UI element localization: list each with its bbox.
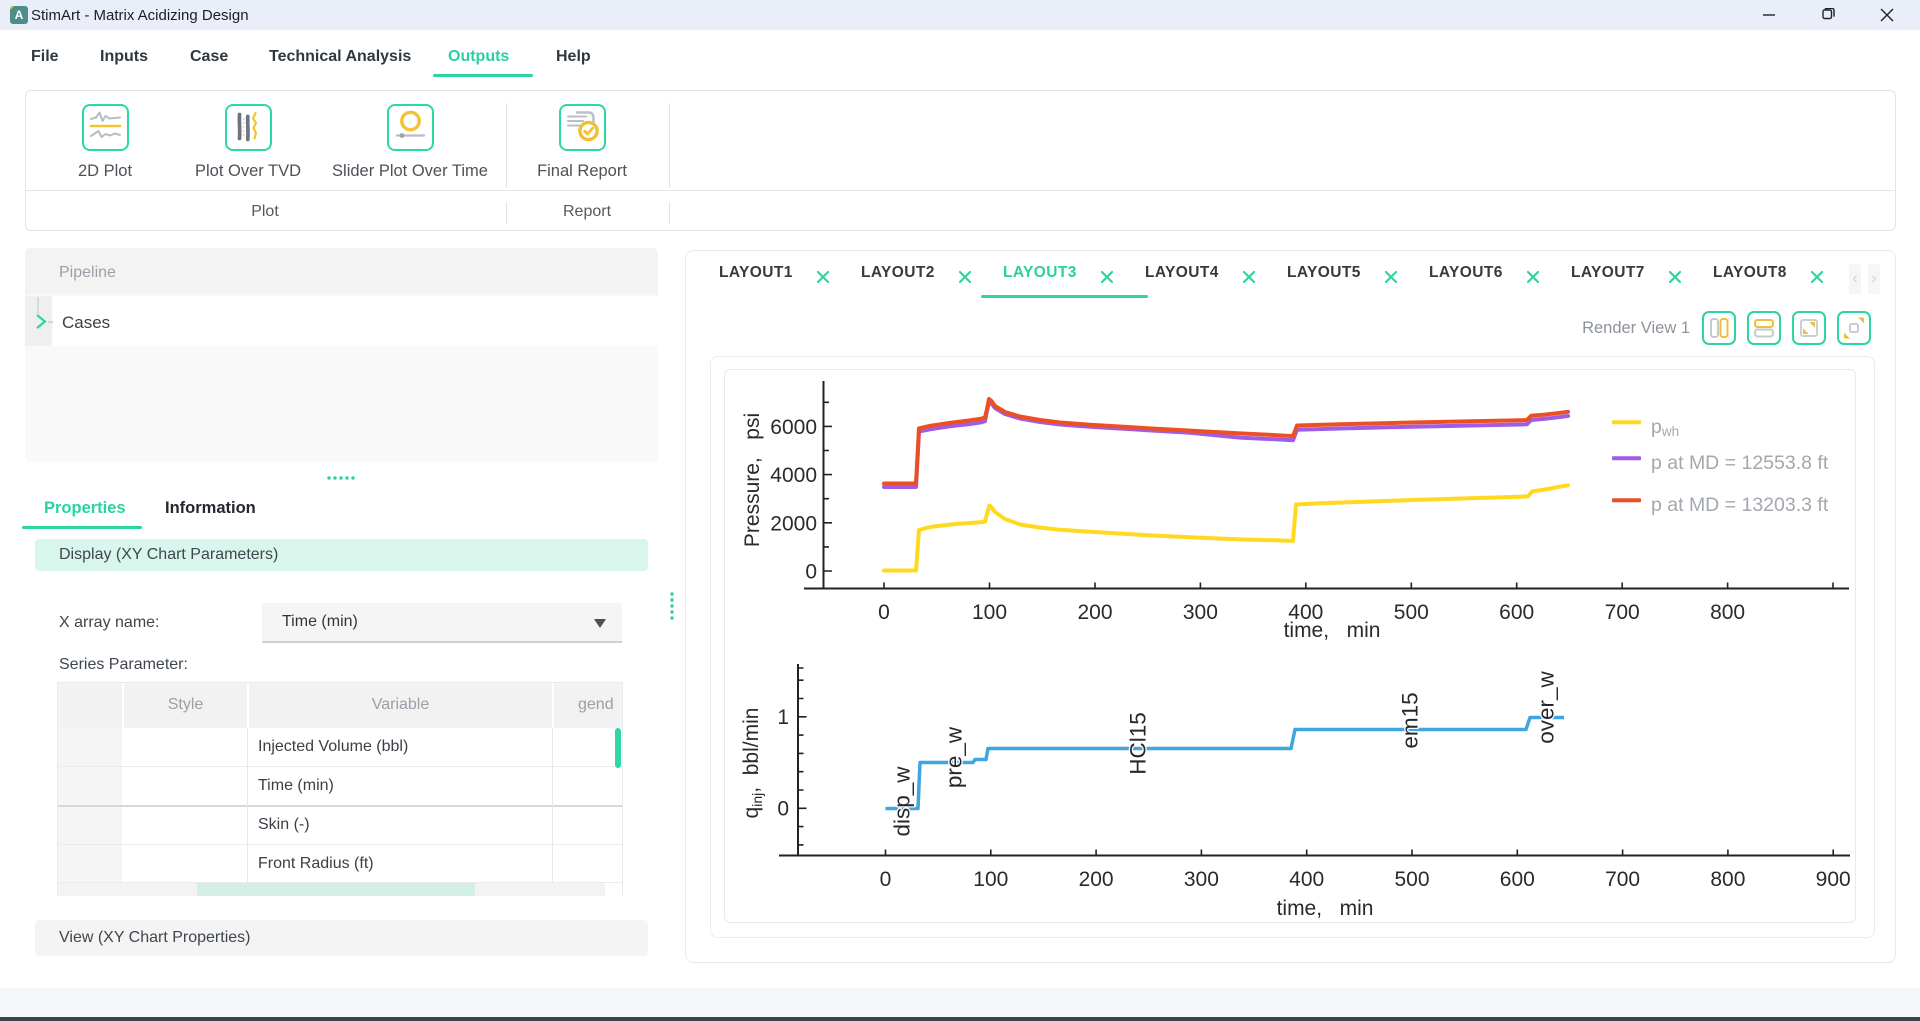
svg-text:600: 600 [1499, 601, 1534, 624]
svg-text:4000: 4000 [770, 464, 817, 487]
svg-text:500: 500 [1394, 601, 1429, 624]
svg-text:time, min: time, min [1277, 897, 1374, 920]
svg-text:em15: em15 [1398, 692, 1423, 748]
svg-text:300: 300 [1183, 601, 1218, 624]
svg-text:0: 0 [777, 798, 789, 821]
svg-text:time, min: time, min [1284, 619, 1381, 642]
svg-text:400: 400 [1288, 601, 1323, 624]
svg-text:900: 900 [1816, 868, 1851, 891]
svg-text:2000: 2000 [770, 512, 817, 535]
svg-text:500: 500 [1394, 868, 1429, 891]
svg-text:600: 600 [1500, 868, 1535, 891]
svg-text:p at MD = 13203.3 ft: p at MD = 13203.3 ft [1651, 494, 1829, 516]
svg-text:100: 100 [973, 868, 1008, 891]
svg-text:100: 100 [972, 601, 1007, 624]
svg-text:400: 400 [1289, 868, 1324, 891]
svg-text:0: 0 [880, 868, 892, 891]
svg-text:300: 300 [1184, 868, 1219, 891]
svg-text:pwh: pwh [1651, 416, 1679, 439]
svg-text:qinj, bbl/min: qinj, bbl/min [740, 708, 765, 819]
svg-text:700: 700 [1605, 868, 1640, 891]
svg-text:pre_w: pre_w [942, 726, 967, 788]
svg-text:p at MD = 12553.8 ft: p at MD = 12553.8 ft [1651, 452, 1829, 474]
svg-text:Pressure, psi: Pressure, psi [741, 413, 764, 547]
svg-text:200: 200 [1077, 601, 1112, 624]
svg-text:200: 200 [1079, 868, 1114, 891]
svg-text:0: 0 [878, 601, 890, 624]
svg-text:disp_w: disp_w [890, 766, 915, 837]
svg-text:0: 0 [805, 561, 817, 584]
svg-text:over_w: over_w [1534, 670, 1559, 743]
svg-text:HCl15: HCl15 [1126, 712, 1151, 775]
svg-text:800: 800 [1710, 868, 1745, 891]
svg-text:6000: 6000 [770, 416, 817, 439]
svg-text:700: 700 [1605, 601, 1640, 624]
svg-text:800: 800 [1710, 601, 1745, 624]
svg-text:1: 1 [777, 706, 789, 729]
